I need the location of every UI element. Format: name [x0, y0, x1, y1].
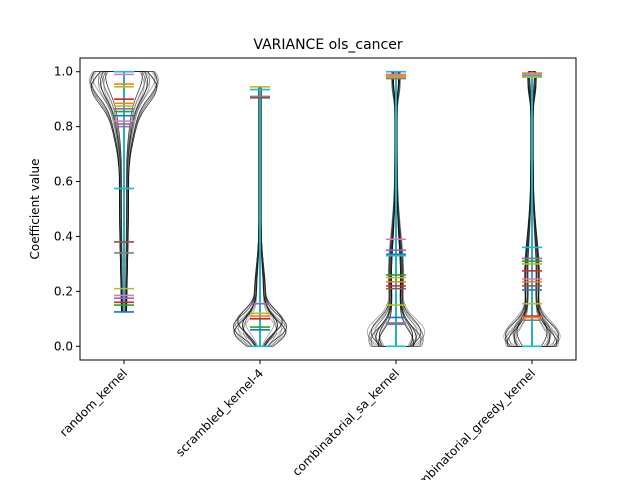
y-tick-label: 0.6 [54, 175, 73, 189]
y-tick-label: 0.0 [54, 339, 73, 353]
violin-outline [90, 71, 158, 313]
plot-area [88, 70, 561, 348]
violin-outline [103, 71, 145, 313]
y-tick-label: 0.4 [54, 229, 73, 243]
axes-frame [79, 57, 577, 361]
y-tick-label: 0.8 [54, 120, 73, 134]
violin-outline [235, 87, 285, 347]
violin-combinatorial_sa_kernel [366, 70, 426, 348]
y-axis: 0.0 0.2 0.4 0.6 0.8 1.0 [54, 65, 80, 353]
chart-title: VARIANCE ols_cancer [253, 37, 402, 53]
violin-scrambled_kernel-4 [232, 86, 288, 348]
violin-combinatorial_greedy_kernel [503, 71, 561, 348]
violin-outline [504, 71, 560, 347]
y-tick-label: 0.2 [54, 284, 73, 298]
violin-outline [515, 71, 549, 347]
y-axis-label: Coefficient value [28, 159, 42, 260]
violin-random_kernel [88, 70, 160, 313]
y-tick-label: 1.0 [54, 65, 73, 79]
